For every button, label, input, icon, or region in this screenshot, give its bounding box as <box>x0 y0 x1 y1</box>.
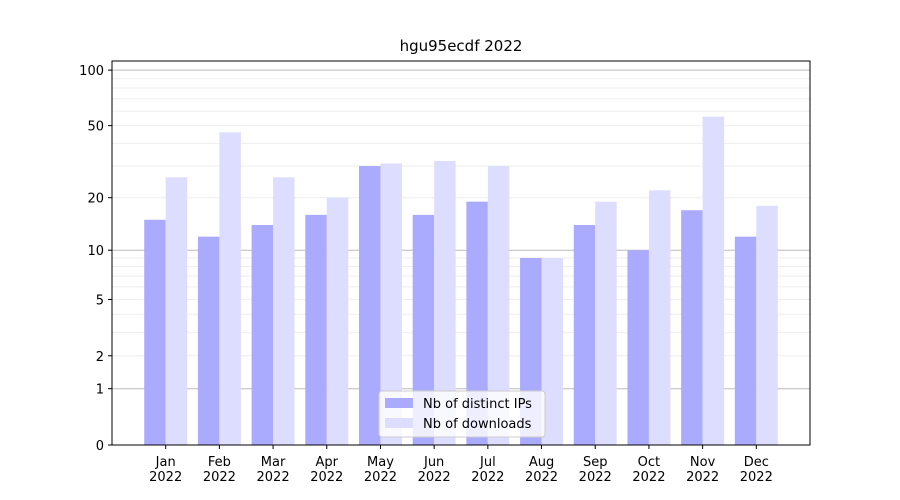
bar <box>573 225 596 445</box>
y-tick-label: 5 <box>96 293 104 308</box>
x-tick-label: Feb 2022 <box>203 455 236 485</box>
bar <box>219 132 241 446</box>
legend: Nb of distinct IPs Nb of downloads <box>378 390 546 438</box>
x-tick-label: Jun 2022 <box>418 455 451 485</box>
bar <box>734 236 757 445</box>
bar <box>648 190 671 445</box>
bar <box>251 225 274 445</box>
bar <box>466 201 488 445</box>
y-tick-label: 1 <box>96 383 104 398</box>
x-tick-label: Nov 2022 <box>686 455 719 485</box>
x-tick-label: Apr 2022 <box>310 455 343 485</box>
legend-label: Nb of distinct IPs <box>423 397 532 412</box>
chart-title: hgu95ecdf 2022 <box>400 37 523 55</box>
bar <box>305 214 327 445</box>
bar <box>380 163 402 445</box>
bar <box>165 177 188 446</box>
y-tick-label: 100 <box>79 64 104 79</box>
x-tick-label: Mar 2022 <box>257 455 290 485</box>
bar <box>681 210 703 445</box>
y-tick-label: 10 <box>87 244 104 259</box>
legend-box <box>378 390 546 438</box>
bar <box>197 236 220 445</box>
legend-label: Nb of downloads <box>423 417 532 432</box>
y-tick-label: 20 <box>87 192 104 207</box>
plot-frame <box>111 60 811 446</box>
bar <box>144 219 166 445</box>
x-tick-label: Jan 2022 <box>149 455 182 485</box>
legend-swatch <box>385 398 413 408</box>
bar <box>412 214 435 445</box>
bar <box>756 205 778 445</box>
x-tick-label: Sep 2022 <box>579 455 612 485</box>
y-tick-label: 0 <box>96 439 104 454</box>
bar <box>487 166 510 445</box>
x-tick-label: Dec 2022 <box>740 455 773 485</box>
bar <box>326 197 349 445</box>
x-tick-label: Aug 2022 <box>525 455 558 485</box>
x-tick-label: Oct 2022 <box>632 455 665 485</box>
y-tick-label: 2 <box>96 350 104 365</box>
bar <box>702 116 725 445</box>
bar <box>595 201 617 445</box>
x-tick-label: May 2022 <box>364 455 397 485</box>
x-tick-label: Jul 2022 <box>471 455 504 485</box>
y-tick-label: 50 <box>87 120 104 135</box>
bar <box>434 160 456 445</box>
bar <box>627 250 649 445</box>
bar <box>358 166 381 445</box>
bar <box>273 177 295 446</box>
bar <box>541 257 564 445</box>
legend-swatch <box>385 418 413 428</box>
